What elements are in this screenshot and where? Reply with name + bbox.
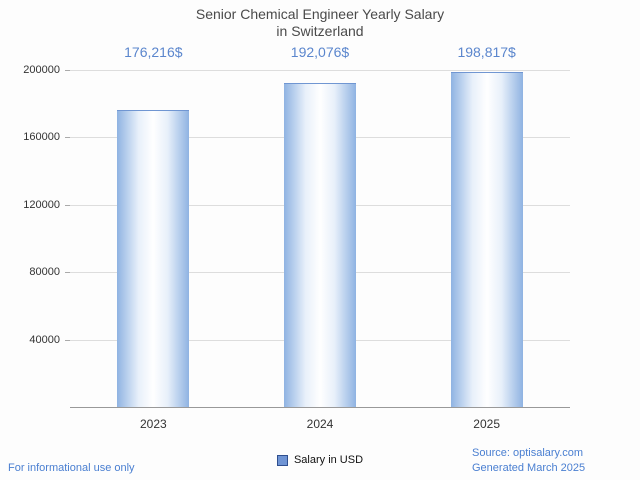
x-tick-label-2025: 2025 <box>473 417 500 431</box>
plot-area: 40000 80000 120000 160000 200000 176,216$ 2023… <box>23 44 570 431</box>
x-tick-label-2023: 2023 <box>139 417 167 431</box>
y-tick-label: 40000 <box>29 333 60 346</box>
gridline <box>70 70 570 71</box>
y-tick-label: 200000 <box>23 64 60 76</box>
chart-title-line2: in Switzerland <box>276 23 364 39</box>
y-tick-label: 80000 <box>29 266 60 279</box>
generated-date: Generated March 2025 <box>472 462 586 474</box>
legend-label: Salary in USD <box>293 454 364 466</box>
bar-2024 <box>284 83 356 407</box>
value-label-2024: 192,076$ <box>290 44 350 60</box>
value-label-2023: 176,216$ <box>124 44 183 60</box>
y-tick-label: 120000 <box>23 198 60 211</box>
y-axis-tick <box>65 339 70 341</box>
legend-marker-icon <box>276 454 288 466</box>
disclaimer-text: For informational use only <box>8 462 135 474</box>
y-axis-tick <box>65 137 70 139</box>
y-axis-tick <box>65 204 70 206</box>
value-label-2025: 198,817$ <box>457 44 516 60</box>
legend: Salary in USD <box>0 454 640 466</box>
footer-source-block: Source: optisalary.com Generated March 2… <box>472 446 585 476</box>
y-tick-label: 160000 <box>23 131 60 144</box>
source-link[interactable]: Source: optisalary.com <box>472 447 584 459</box>
y-axis-tick <box>65 272 70 274</box>
bar-2023 <box>117 110 190 407</box>
chart-title-line1: Senior Chemical Engineer Yearly Salary <box>195 6 445 22</box>
x-tick-label-2024: 2024 <box>306 417 334 431</box>
chart-title: Senior Chemical Engineer Yearly Salary i… <box>0 6 640 40</box>
bar-2025 <box>450 72 523 407</box>
y-axis-tick <box>65 70 70 71</box>
